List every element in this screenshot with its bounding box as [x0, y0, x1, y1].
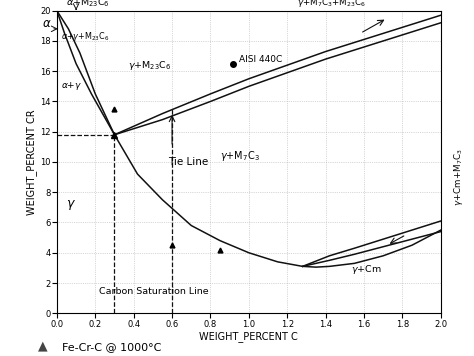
X-axis label: WEIGHT_PERCENT C: WEIGHT_PERCENT C	[200, 331, 298, 342]
Text: AISI 440C: AISI 440C	[239, 55, 283, 64]
Text: $\gamma$+Cm: $\gamma$+Cm	[351, 263, 381, 276]
Text: $\alpha$: $\alpha$	[42, 17, 51, 30]
Text: Carbon Saturation Line: Carbon Saturation Line	[99, 287, 209, 295]
Text: Fe-Cr-C @ 1000°C: Fe-Cr-C @ 1000°C	[62, 342, 161, 352]
Text: $\alpha$+$\gamma$+M$_{23}$C$_6$: $\alpha$+$\gamma$+M$_{23}$C$_6$	[61, 30, 109, 43]
Text: $\gamma$+M$_{23}$C$_6$: $\gamma$+M$_{23}$C$_6$	[128, 59, 171, 72]
Text: $\alpha$+M$_{23}$C$_6$: $\alpha$+M$_{23}$C$_6$	[66, 0, 110, 9]
Text: $\gamma$+Cm+M$_7$C$_3$: $\gamma$+Cm+M$_7$C$_3$	[452, 148, 465, 206]
Text: $\gamma$+M$_7$C$_3$: $\gamma$+M$_7$C$_3$	[220, 149, 260, 163]
Text: $\alpha$+$\gamma$: $\alpha$+$\gamma$	[61, 80, 82, 92]
Text: $\gamma$: $\gamma$	[66, 198, 76, 213]
Text: Tie Line: Tie Line	[168, 157, 209, 167]
Text: ▲: ▲	[38, 339, 47, 352]
Y-axis label: WEIGHT_PERCENT CR: WEIGHT_PERCENT CR	[27, 109, 37, 215]
Text: $\gamma$+M$_7$C$_3$+M$_{23}$C$_6$: $\gamma$+M$_7$C$_3$+M$_{23}$C$_6$	[297, 0, 366, 9]
